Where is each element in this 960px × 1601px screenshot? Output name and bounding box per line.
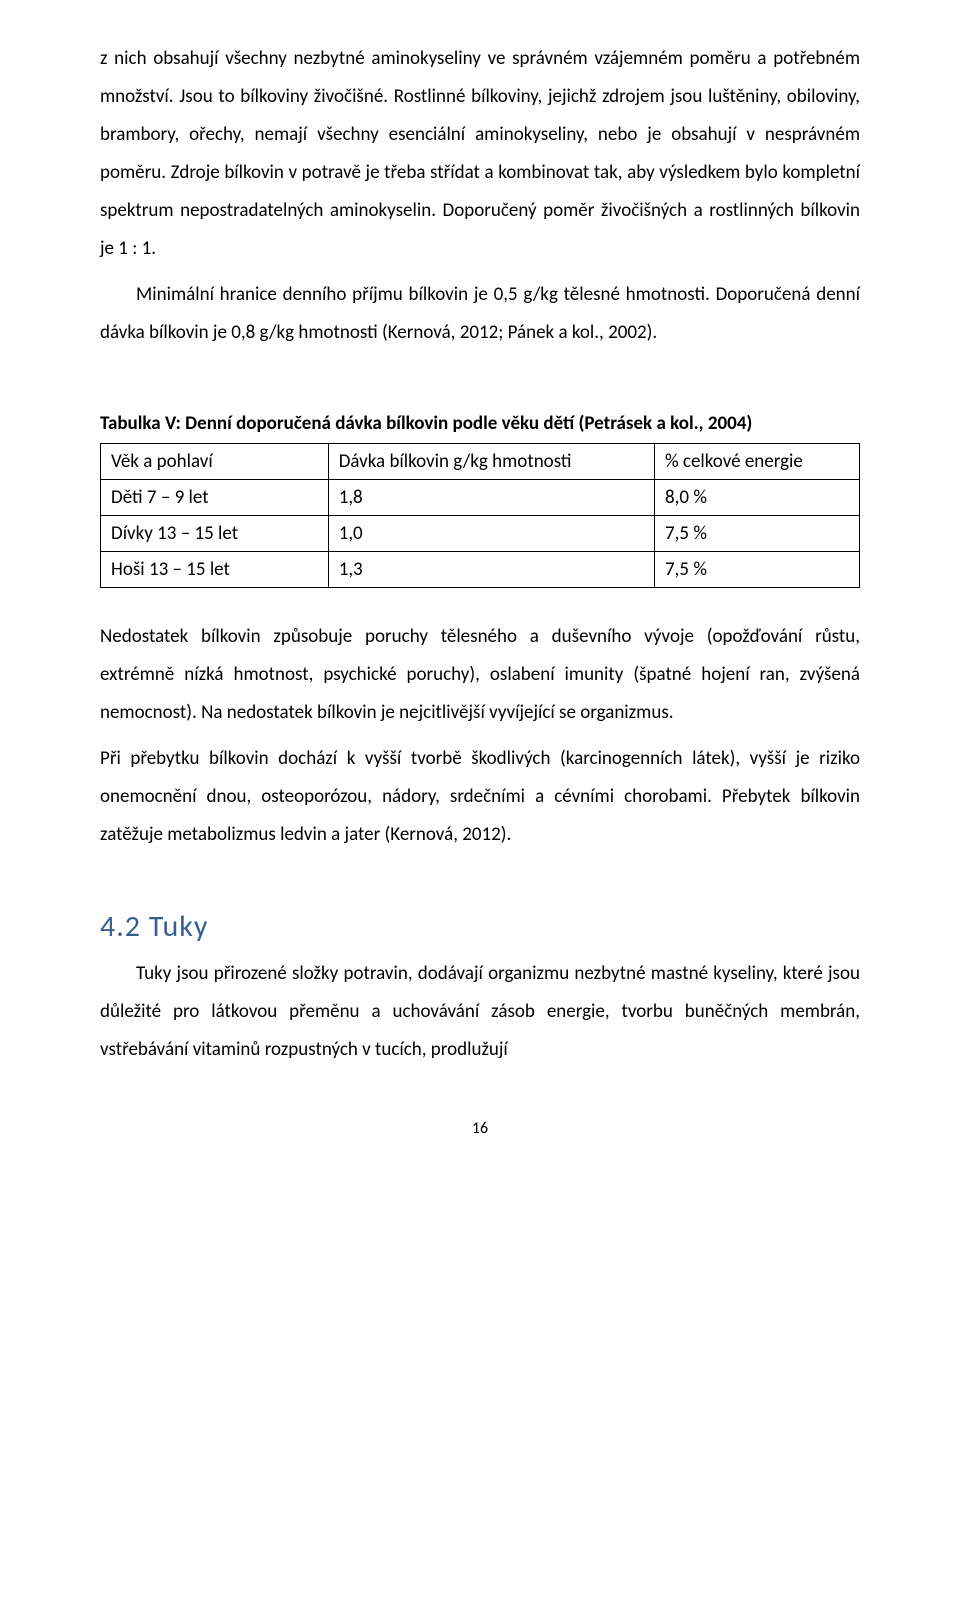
paragraph-4: Při přebytku bílkovin dochází k vyšší tv… — [100, 740, 860, 854]
table-cell: 7,5 % — [655, 516, 860, 552]
paragraph-3: Nedostatek bílkovin způsobuje poruchy tě… — [100, 618, 860, 732]
table-cell: 8,0 % — [655, 480, 860, 516]
table-cell: 7,5 % — [655, 552, 860, 588]
table-row: Dívky 13 – 15 let 1,0 7,5 % — [101, 516, 860, 552]
paragraph-5: Tuky jsou přirozené složky potravin, dod… — [100, 955, 860, 1069]
table-header-cell: % celkové energie — [655, 444, 860, 480]
section-heading-tuky: 4.2 Tuky — [100, 908, 860, 945]
table-header-cell: Věk a pohlaví — [101, 444, 329, 480]
table-header-row: Věk a pohlaví Dávka bílkovin g/kg hmotno… — [101, 444, 860, 480]
table-cell: 1,3 — [328, 552, 654, 588]
document-page: z nich obsahují všechny nezbytné aminoky… — [0, 0, 960, 1178]
table-row: Děti 7 – 9 let 1,8 8,0 % — [101, 480, 860, 516]
table-cell: Dívky 13 – 15 let — [101, 516, 329, 552]
table-cell: Děti 7 – 9 let — [101, 480, 329, 516]
table-cell: 1,0 — [328, 516, 654, 552]
protein-table: Věk a pohlaví Dávka bílkovin g/kg hmotno… — [100, 443, 860, 588]
table-caption: Tabulka V: Denní doporučená dávka bílkov… — [100, 412, 860, 435]
table-cell: 1,8 — [328, 480, 654, 516]
spacer — [100, 360, 860, 376]
page-number: 16 — [100, 1119, 860, 1138]
table-row: Hoši 13 – 15 let 1,3 7,5 % — [101, 552, 860, 588]
paragraph-2: Minimální hranice denního příjmu bílkovi… — [100, 276, 860, 352]
table-header-cell: Dávka bílkovin g/kg hmotnosti — [328, 444, 654, 480]
paragraph-1: z nich obsahují všechny nezbytné aminoky… — [100, 40, 860, 268]
table-cell: Hoši 13 – 15 let — [101, 552, 329, 588]
